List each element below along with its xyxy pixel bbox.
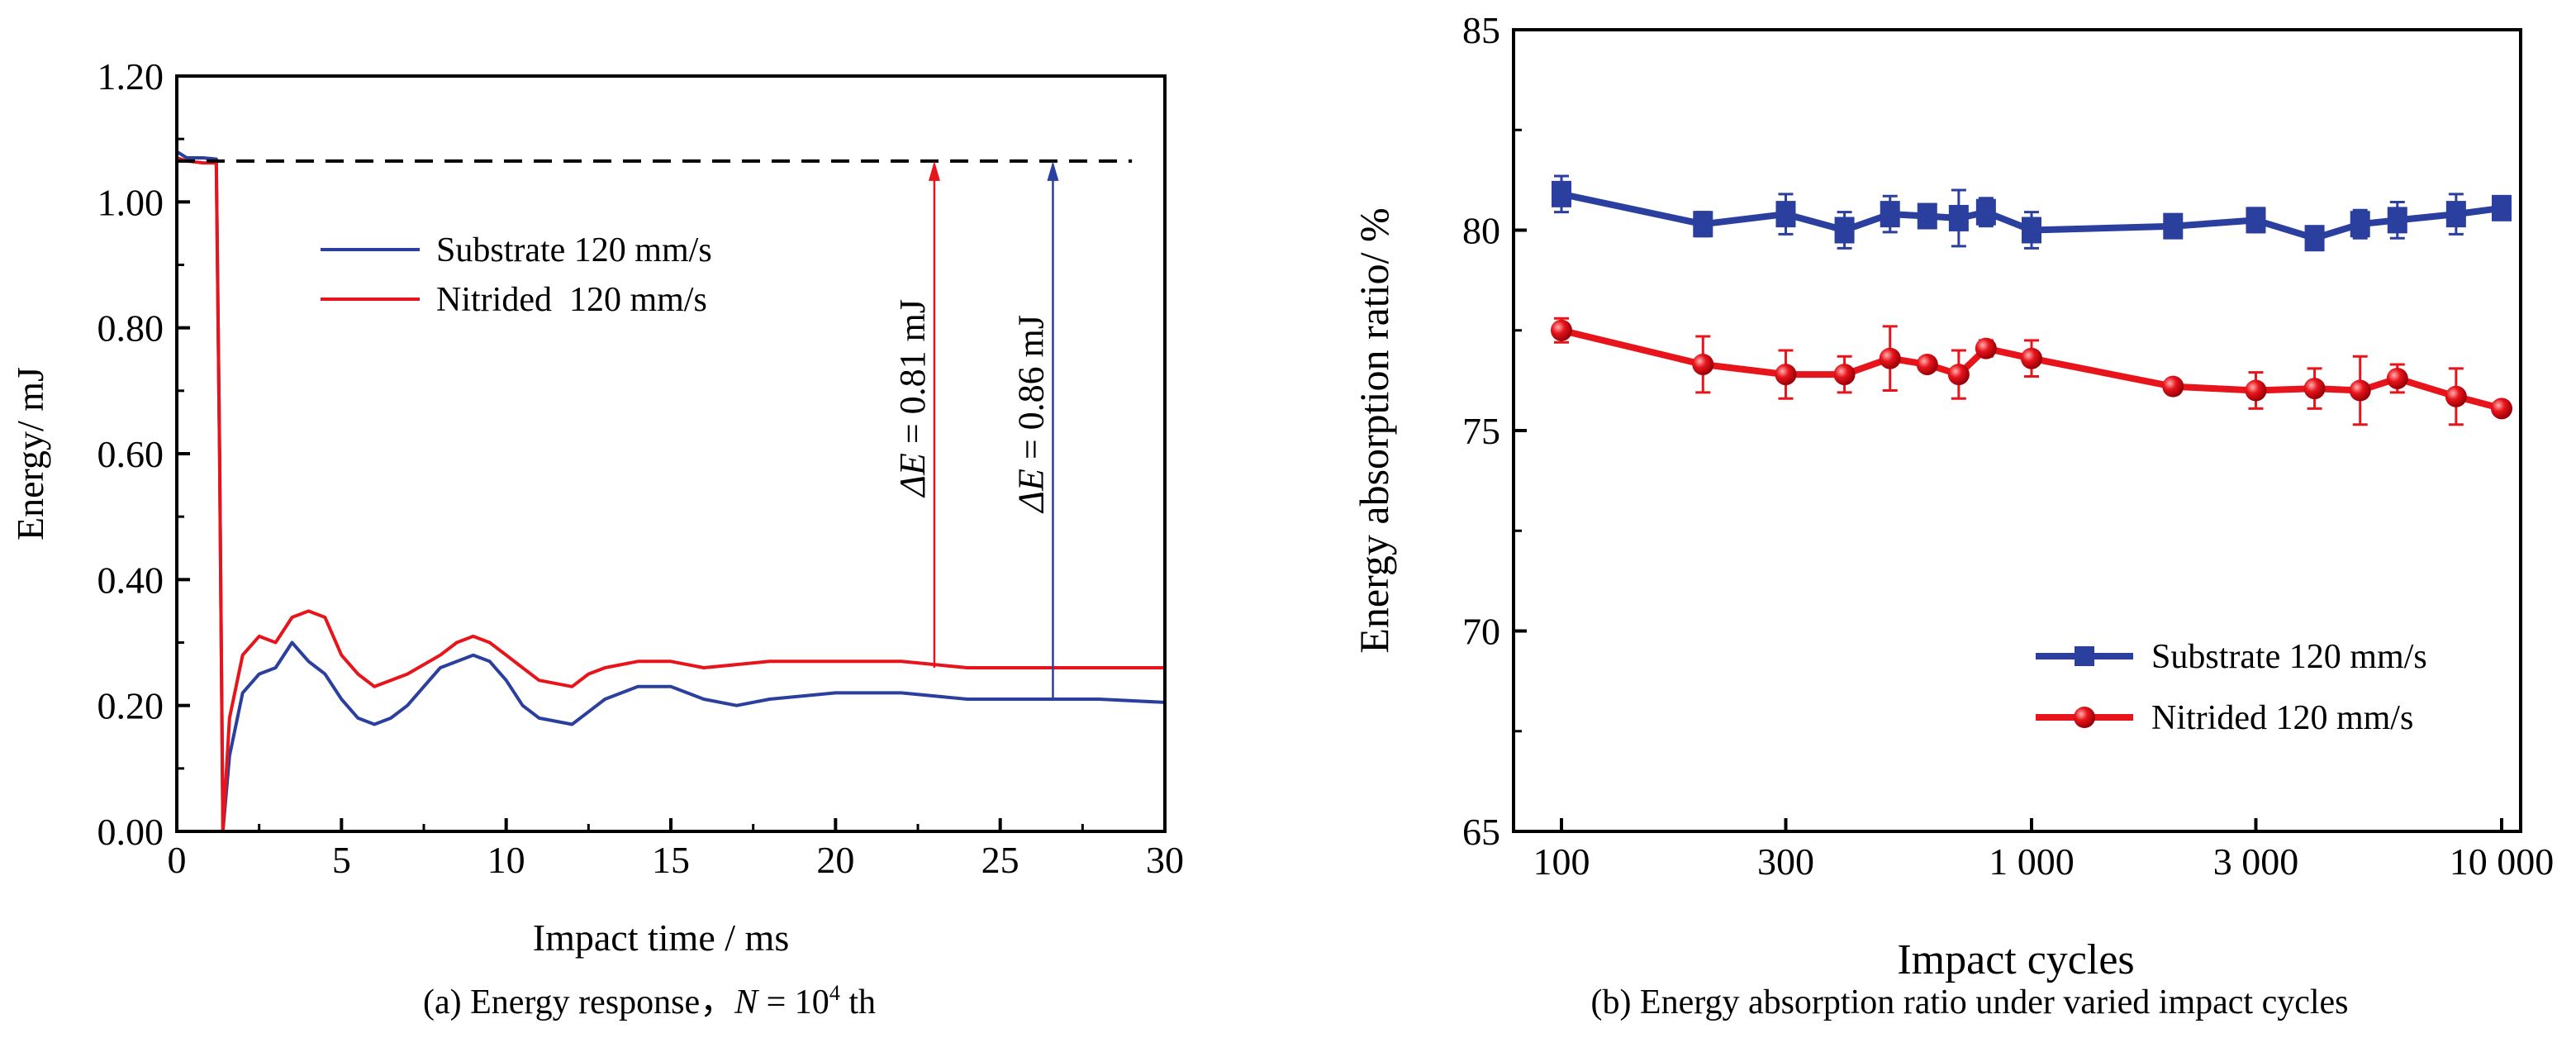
data-point-nitrided bbox=[1833, 364, 1856, 386]
legend-marker-sphere bbox=[2074, 707, 2095, 728]
data-point-nitrided bbox=[2303, 378, 2326, 400]
legend-label-nitrided: Nitrided 120 mm/s bbox=[436, 281, 707, 319]
x-tick-label: 300 bbox=[1757, 840, 1814, 883]
x-tick-label: 15 bbox=[652, 839, 690, 881]
data-point-substrate bbox=[1975, 198, 1996, 226]
x-tick-label: 5 bbox=[332, 839, 351, 881]
delta-e-label: ΔE = 0.81 mJ bbox=[892, 299, 933, 498]
x-tick-label: 100 bbox=[1533, 840, 1590, 883]
data-point-nitrided bbox=[2245, 379, 2267, 402]
data-point-nitrided bbox=[1692, 353, 1714, 375]
x-tick-label: 20 bbox=[816, 839, 854, 881]
x-axis-title: Impact cycles bbox=[1897, 936, 2134, 983]
data-point-nitrided bbox=[2162, 375, 2184, 398]
energy-absorption-ratio-chart: 100 300 1 000 3 000 10 000 65 70 75 80 85 Substra… bbox=[1351, 9, 2554, 1021]
legend: Substrate 120 mm/s Nitrided 120 mm/s bbox=[2036, 638, 2427, 737]
data-point-substrate bbox=[1552, 180, 1571, 207]
legend: Substrate 120 mm/s Nitrided 120 mm/s bbox=[321, 231, 712, 319]
data-point-substrate bbox=[1917, 202, 1937, 230]
data-point-nitrided bbox=[2386, 367, 2408, 389]
data-point-nitrided bbox=[2349, 379, 2371, 402]
data-point-substrate bbox=[2492, 194, 2512, 221]
x-tick-label: 3 000 bbox=[2213, 840, 2299, 883]
data-point-substrate bbox=[1880, 201, 1900, 228]
data-point-substrate bbox=[2246, 207, 2266, 234]
y-tick-label: 65 bbox=[1462, 811, 1500, 853]
legend-label-substrate: Substrate 120 mm/s bbox=[2151, 638, 2427, 676]
data-point-substrate bbox=[2022, 217, 2041, 244]
x-tick-label: 10 bbox=[487, 839, 525, 881]
caption-b: (b) Energy absorption ratio under varied… bbox=[1590, 983, 2348, 1021]
y-tick-label: 1.20 bbox=[97, 55, 164, 98]
data-point-substrate bbox=[2350, 211, 2370, 238]
data-point-nitrided bbox=[1551, 319, 1572, 341]
data-point-substrate bbox=[2387, 207, 2407, 234]
x-tick-label: 1 000 bbox=[1989, 840, 2075, 883]
energy-response-chart: ΔE = 0.81 mJ ΔE = 0.86 mJ 0 5 10 15 20 25 30 0.0… bbox=[9, 55, 1184, 1021]
data-point-nitrided bbox=[2491, 398, 2512, 420]
y-tick-label: 0.60 bbox=[97, 433, 164, 475]
data-point-substrate bbox=[2304, 225, 2325, 252]
data-point-substrate bbox=[1948, 204, 1969, 231]
data-point-substrate bbox=[1775, 201, 1796, 228]
x-tick-label: 30 bbox=[1146, 839, 1184, 881]
legend-label-substrate: Substrate 120 mm/s bbox=[436, 231, 712, 269]
legend-marker-square bbox=[2075, 646, 2094, 666]
caption-a: (a) Energy response，N = 104 th bbox=[423, 981, 876, 1021]
x-tick-label: 0 bbox=[168, 839, 187, 881]
series-line-substrate bbox=[175, 150, 1166, 833]
series-line-substrate bbox=[1561, 190, 2502, 242]
y-tick-label: 0.80 bbox=[97, 307, 164, 350]
series-line-nitrided bbox=[1561, 326, 2503, 412]
data-point-nitrided bbox=[1975, 337, 1997, 359]
delta-e-label: ΔE = 0.86 mJ bbox=[1010, 315, 1051, 514]
data-point-nitrided bbox=[1775, 364, 1797, 386]
y-tick-label: 70 bbox=[1462, 611, 1500, 653]
data-point-nitrided bbox=[1916, 353, 1938, 375]
y-tick-label: 80 bbox=[1462, 210, 1500, 252]
data-point-nitrided bbox=[1879, 347, 1901, 369]
x-tick-label: 10 000 bbox=[2450, 840, 2555, 883]
y-axis-title: Energy/ mJ bbox=[9, 367, 51, 540]
y-tick-label: 0.00 bbox=[97, 811, 164, 853]
y-tick-label: 0.20 bbox=[97, 685, 164, 727]
data-point-substrate bbox=[2163, 212, 2184, 240]
y-tick-label: 75 bbox=[1462, 410, 1500, 452]
legend-label-nitrided: Nitrided 120 mm/s bbox=[2151, 699, 2413, 737]
y-tick-label: 0.40 bbox=[97, 559, 164, 601]
data-point-nitrided bbox=[2445, 385, 2467, 407]
x-tick-label: 25 bbox=[981, 839, 1019, 881]
data-point-substrate bbox=[2445, 201, 2466, 228]
arrow-head-icon bbox=[928, 160, 940, 181]
y-axis-title: Energy absorption ratio/ % bbox=[1351, 207, 1397, 653]
data-point-nitrided bbox=[1947, 364, 1970, 386]
arrow-head-icon bbox=[1047, 160, 1059, 181]
x-axis-title: Impact time / ms bbox=[533, 917, 789, 959]
y-tick-label: 85 bbox=[1462, 9, 1500, 51]
series-line-nitrided bbox=[176, 156, 1165, 833]
data-point-substrate bbox=[1693, 211, 1713, 238]
data-point-nitrided bbox=[2021, 347, 2042, 369]
data-point-substrate bbox=[1834, 217, 1855, 244]
y-tick-label: 1.00 bbox=[97, 181, 164, 223]
